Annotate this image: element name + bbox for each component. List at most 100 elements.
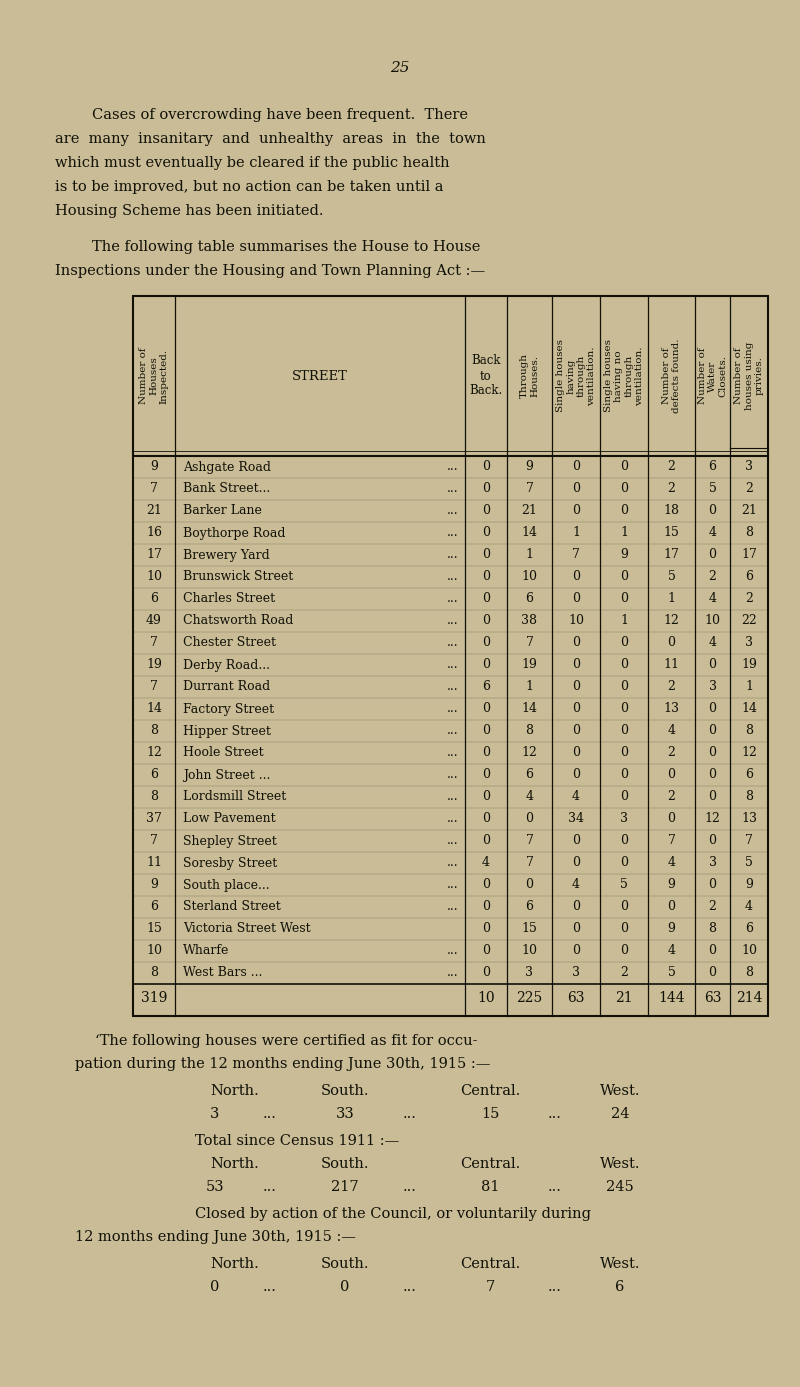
Text: Chatsworth Road: Chatsworth Road	[183, 614, 294, 627]
Text: 0: 0	[482, 570, 490, 584]
Text: 0: 0	[667, 900, 675, 914]
Text: 6: 6	[526, 900, 534, 914]
Text: 0: 0	[620, 857, 628, 870]
Text: 0: 0	[620, 637, 628, 649]
Text: Victoria Street West: Victoria Street West	[183, 922, 310, 935]
Text: 6: 6	[150, 900, 158, 914]
Text: 16: 16	[146, 527, 162, 540]
Text: 12: 12	[705, 813, 721, 825]
Text: ...: ...	[548, 1180, 562, 1194]
Text: ...: ...	[263, 1280, 277, 1294]
Text: Inspections under the Housing and Town Planning Act :—: Inspections under the Housing and Town P…	[55, 264, 485, 277]
Text: ...: ...	[447, 548, 459, 562]
Text: Hoole Street: Hoole Street	[183, 746, 264, 760]
Text: 15: 15	[146, 922, 162, 935]
Text: 8: 8	[150, 791, 158, 803]
Text: ...: ...	[447, 878, 459, 892]
Text: 3: 3	[745, 637, 753, 649]
Text: 12: 12	[663, 614, 679, 627]
Text: 0: 0	[482, 813, 490, 825]
Text: 0: 0	[620, 505, 628, 517]
Text: 4: 4	[572, 791, 580, 803]
Text: 217: 217	[331, 1180, 359, 1194]
Text: 0: 0	[709, 746, 717, 760]
Text: South.: South.	[321, 1257, 370, 1270]
Text: 3: 3	[210, 1107, 220, 1121]
Text: Durrant Road: Durrant Road	[183, 681, 270, 694]
Text: North.: North.	[210, 1157, 259, 1171]
Text: 19: 19	[741, 659, 757, 671]
Text: 9: 9	[150, 460, 158, 473]
Text: 5: 5	[620, 878, 628, 892]
Text: 7: 7	[526, 835, 534, 847]
Text: 21: 21	[741, 505, 757, 517]
Text: STREET: STREET	[292, 369, 348, 383]
Text: 13: 13	[663, 702, 679, 716]
Text: 0: 0	[340, 1280, 350, 1294]
Text: 1: 1	[667, 592, 675, 606]
Text: Brewery Yard: Brewery Yard	[183, 548, 270, 562]
Text: 4: 4	[667, 857, 675, 870]
Text: 53: 53	[206, 1180, 224, 1194]
Text: Number of
Water
Closets.: Number of Water Closets.	[698, 348, 727, 405]
Text: 0: 0	[482, 505, 490, 517]
Text: 0: 0	[667, 768, 675, 781]
Text: 0: 0	[482, 460, 490, 473]
Text: 2: 2	[709, 900, 717, 914]
Text: 15: 15	[522, 922, 538, 935]
Text: 0: 0	[482, 922, 490, 935]
Text: Brunswick Street: Brunswick Street	[183, 570, 294, 584]
Text: ...: ...	[447, 857, 459, 870]
Text: 2: 2	[709, 570, 717, 584]
Text: 2: 2	[667, 791, 675, 803]
Text: 6: 6	[615, 1280, 625, 1294]
Text: 6: 6	[745, 570, 753, 584]
Text: 63: 63	[704, 990, 722, 1006]
Text: 1: 1	[526, 681, 534, 694]
Text: 8: 8	[709, 922, 717, 935]
Text: 0: 0	[709, 724, 717, 738]
Text: 18: 18	[663, 505, 679, 517]
Text: 2: 2	[667, 746, 675, 760]
Text: ...: ...	[447, 702, 459, 716]
Text: ...: ...	[447, 505, 459, 517]
Text: 0: 0	[572, 681, 580, 694]
Text: 1: 1	[526, 548, 534, 562]
Text: 0: 0	[620, 681, 628, 694]
Text: Cases of overcrowding have been frequent.  There: Cases of overcrowding have been frequent…	[55, 108, 468, 122]
Text: 5: 5	[745, 857, 753, 870]
Text: 6: 6	[745, 922, 753, 935]
Bar	[133, 295, 768, 1017]
Text: Single houses
having
through
ventilation.: Single houses having through ventilation…	[556, 340, 596, 412]
Text: 0: 0	[482, 900, 490, 914]
Text: ...: ...	[447, 637, 459, 649]
Text: 4: 4	[709, 527, 717, 540]
Text: Closed by action of the Council, or voluntarily during: Closed by action of the Council, or volu…	[195, 1207, 591, 1221]
Text: 0: 0	[572, 945, 580, 957]
Text: Central.: Central.	[460, 1257, 520, 1270]
Text: 0: 0	[620, 570, 628, 584]
Text: 225: 225	[516, 990, 542, 1006]
Text: ...: ...	[447, 768, 459, 781]
Text: 0: 0	[709, 791, 717, 803]
Text: 10: 10	[146, 570, 162, 584]
Text: 0: 0	[620, 945, 628, 957]
Text: 0: 0	[482, 791, 490, 803]
Text: 0: 0	[572, 637, 580, 649]
Text: ...: ...	[403, 1280, 417, 1294]
Text: ...: ...	[548, 1107, 562, 1121]
Text: 245: 245	[606, 1180, 634, 1194]
Text: 12: 12	[146, 746, 162, 760]
Text: are  many  insanitary  and  unhealthy  areas  in  the  town: are many insanitary and unhealthy areas …	[55, 132, 486, 146]
Text: 6: 6	[482, 681, 490, 694]
Text: 0: 0	[572, 900, 580, 914]
Text: Boythorpe Road: Boythorpe Road	[183, 527, 286, 540]
Text: 7: 7	[667, 835, 675, 847]
Text: ...: ...	[447, 813, 459, 825]
Text: South.: South.	[321, 1157, 370, 1171]
Text: Ashgate Road: Ashgate Road	[183, 460, 271, 473]
Text: 10: 10	[146, 945, 162, 957]
Text: 0: 0	[482, 614, 490, 627]
Text: 37: 37	[146, 813, 162, 825]
Text: Hipper Street: Hipper Street	[183, 724, 271, 738]
